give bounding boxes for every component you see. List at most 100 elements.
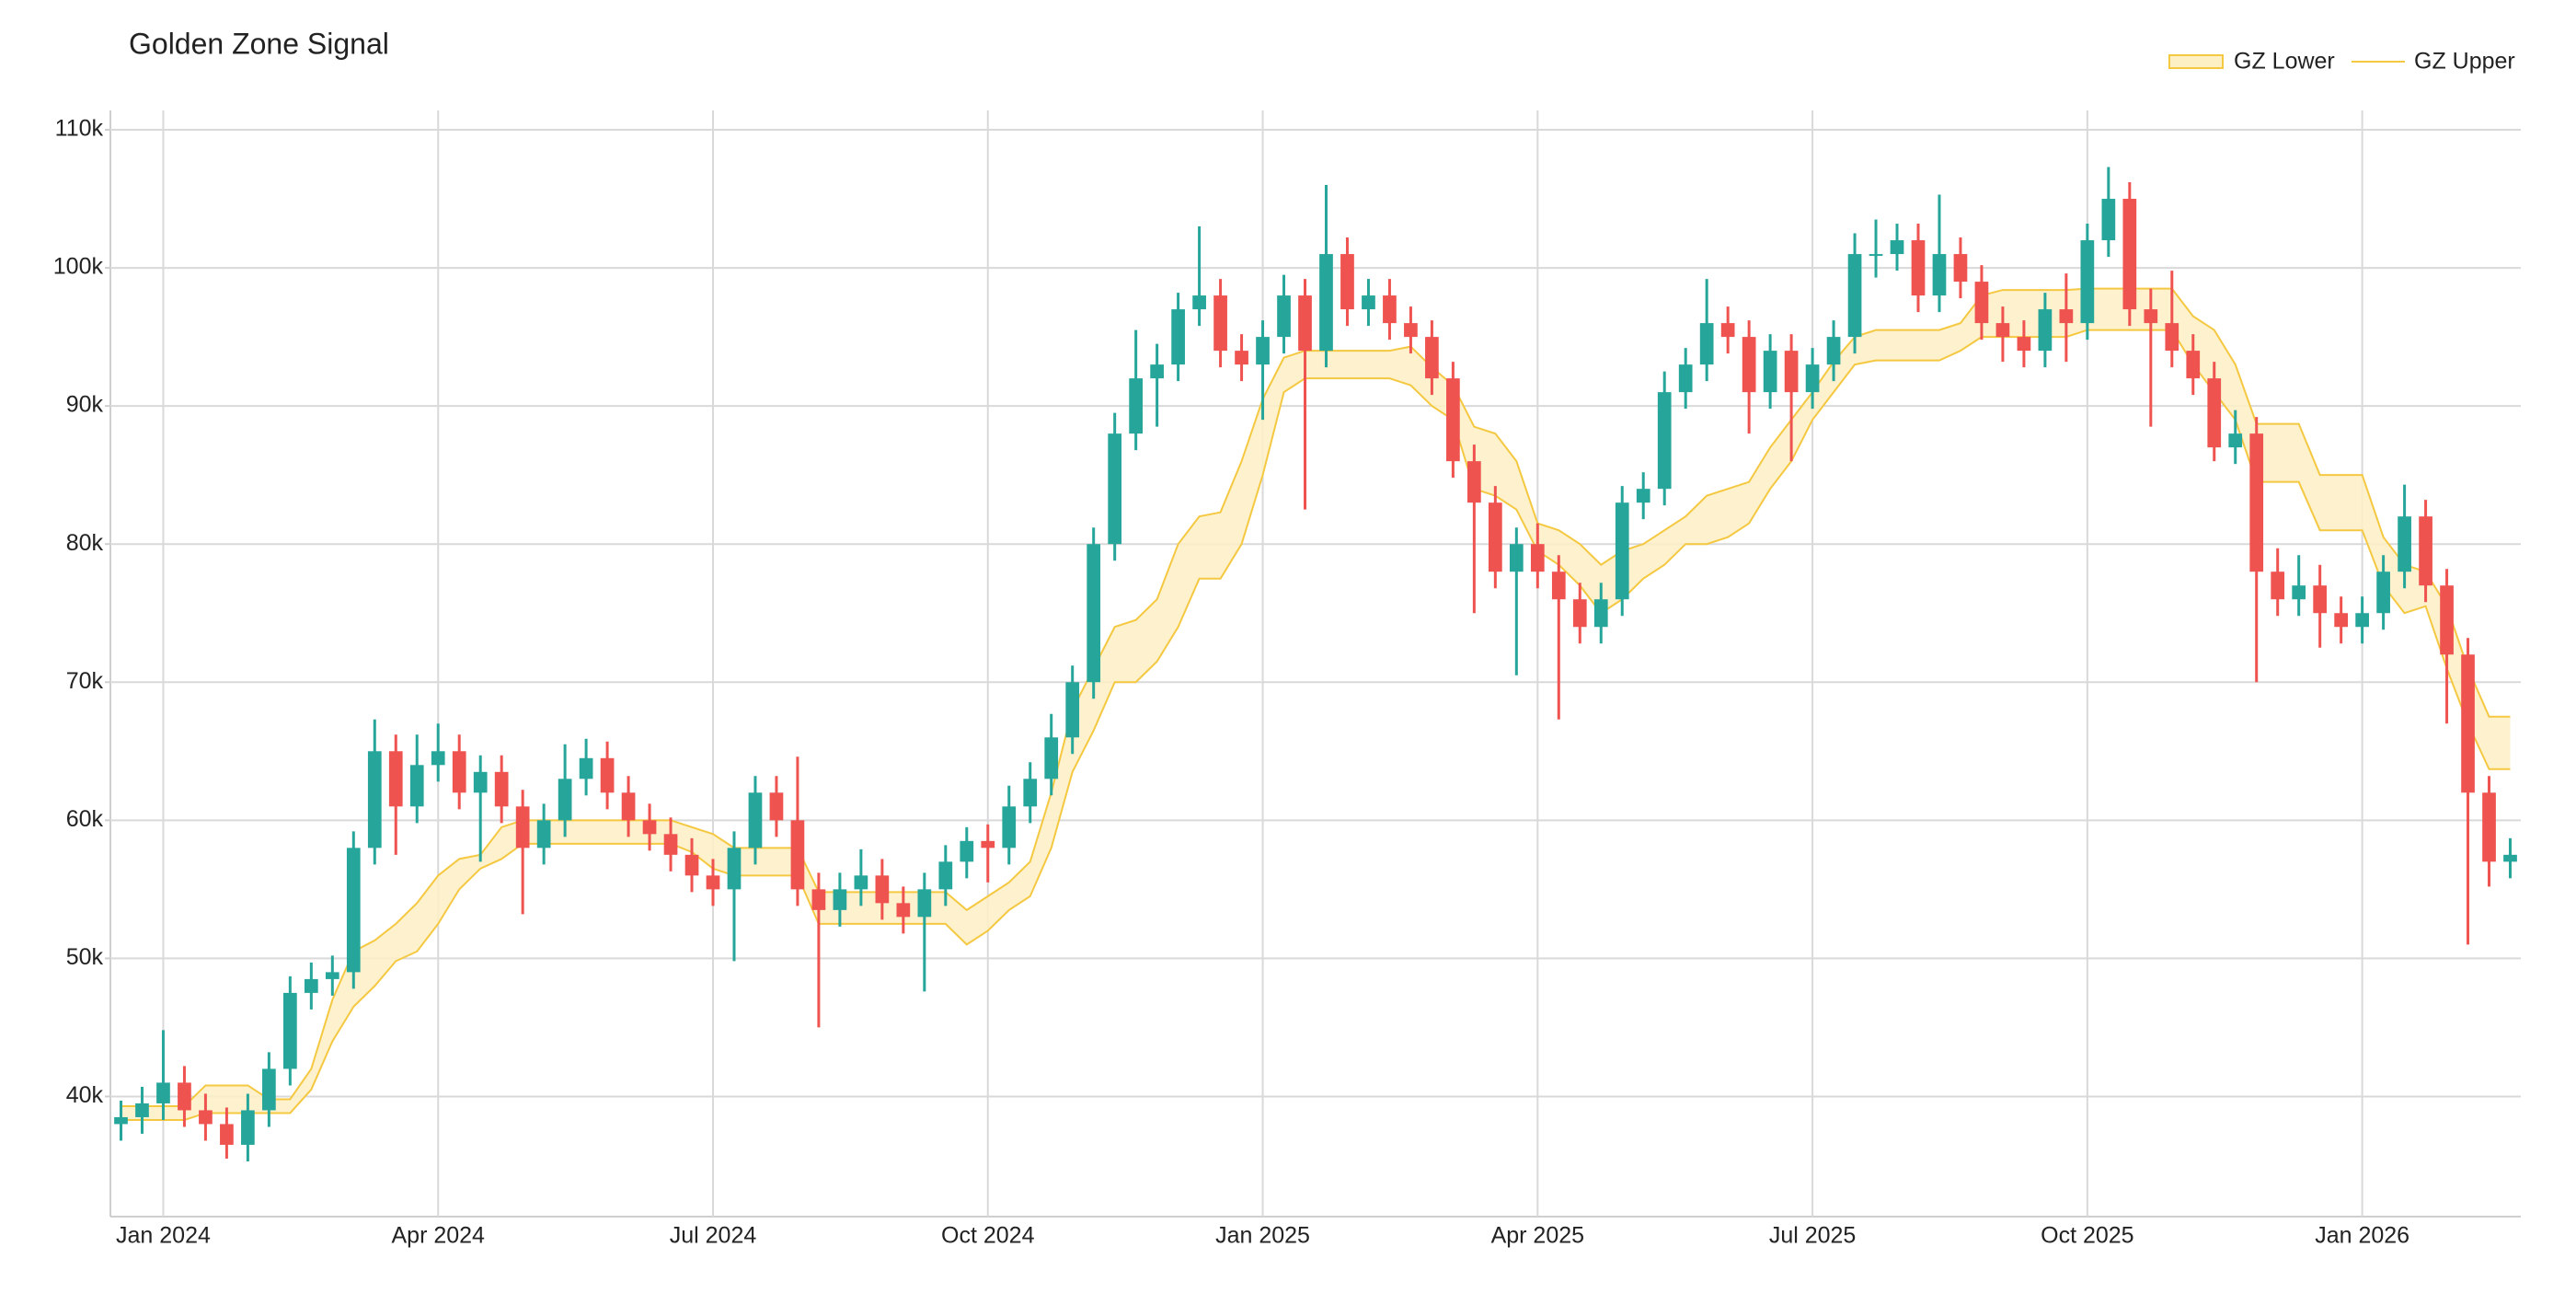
candle-body: [642, 820, 657, 835]
candle-body: [663, 834, 678, 855]
x-tick-label: Jan 2025: [1215, 1223, 1310, 1249]
y-tick-label: 60k: [66, 806, 104, 832]
candle-body: [1235, 351, 1248, 365]
candle-body: [2080, 240, 2095, 324]
candle-body: [1953, 254, 1968, 283]
y-tick-label: 100k: [53, 254, 104, 280]
candle-body: [769, 792, 784, 821]
candle-body: [938, 861, 953, 890]
candle-body: [346, 848, 361, 973]
candle-body: [1108, 433, 1122, 545]
candle-body: [1890, 240, 1904, 255]
candle-body: [1784, 351, 1799, 393]
x-tick-label: Jul 2024: [670, 1223, 757, 1249]
candle-body: [1678, 364, 1693, 393]
candle-body: [135, 1103, 149, 1117]
candle-body: [1446, 378, 1460, 462]
candle-body: [1932, 254, 1947, 296]
legend-label: GZ Upper: [2414, 49, 2515, 75]
candle-body: [1763, 351, 1777, 393]
candle-body: [515, 806, 530, 849]
candle-body: [388, 751, 403, 807]
candle-body: [262, 1068, 276, 1111]
candle-body: [727, 848, 742, 890]
candle-body: [1383, 295, 1397, 324]
candle-body: [2398, 516, 2411, 572]
x-tick-label: Apr 2024: [391, 1223, 485, 1249]
candle-body: [2313, 585, 2328, 614]
candle-body: [2461, 654, 2475, 793]
candle-body: [579, 757, 593, 779]
candle-body: [2144, 309, 2158, 324]
legend-swatch: [2168, 54, 2224, 69]
candle-body: [621, 792, 636, 821]
candle-body: [875, 875, 890, 904]
candle-body: [1340, 254, 1354, 310]
candle-body: [558, 779, 572, 821]
y-tick-label: 50k: [66, 944, 104, 970]
candle-body: [1869, 254, 1883, 257]
candle-body: [833, 889, 847, 910]
candle-body: [2228, 433, 2243, 448]
x-tick-label: Jul 2025: [1769, 1223, 1857, 1249]
candle-body: [1044, 737, 1059, 779]
candle-body: [1699, 323, 1714, 365]
candle-body: [1572, 599, 1587, 628]
candle-body: [1065, 682, 1080, 738]
candle-body: [409, 765, 424, 807]
candle-body: [684, 854, 699, 876]
candle-body: [1213, 295, 1227, 352]
candle-body: [1995, 323, 2010, 338]
candle-body: [1129, 378, 1144, 434]
candle-body: [304, 978, 318, 993]
candle-body: [1530, 544, 1545, 572]
candle-body: [536, 820, 551, 849]
candle-body: [1467, 461, 1481, 503]
candle-body: [114, 1116, 128, 1125]
y-tick-label: 40k: [66, 1082, 104, 1108]
candle-body: [282, 992, 297, 1069]
candle-body: [2207, 378, 2222, 448]
candle-body: [1657, 392, 1672, 490]
candle-body: [896, 903, 911, 918]
legend-label: GZ Lower: [2234, 49, 2335, 75]
candle-body: [2101, 199, 2116, 241]
y-tick-label: 110k: [55, 116, 104, 142]
candle-body: [1277, 295, 1291, 338]
candle-body: [473, 771, 488, 793]
candle-body: [452, 751, 466, 793]
candle-body: [156, 1082, 170, 1103]
candle-body: [325, 972, 339, 979]
candle-body: [2440, 585, 2454, 655]
candle-body: [1150, 364, 1164, 379]
candle-body: [2186, 351, 2201, 379]
candle-body: [1087, 544, 1101, 683]
candle-body: [1319, 254, 1333, 352]
candle-body: [1171, 309, 1185, 365]
candle-body: [1425, 337, 1439, 379]
candle-body: [1404, 323, 1418, 338]
candle-body: [220, 1124, 234, 1145]
candle-body: [1911, 240, 1926, 296]
x-tick-label: Oct 2025: [2041, 1223, 2133, 1249]
candle-body: [1509, 544, 1524, 572]
candle-body: [494, 771, 509, 807]
candle-body: [431, 751, 445, 766]
candle-body: [2419, 516, 2432, 586]
candle-body: [2376, 571, 2390, 614]
candle-body: [2038, 309, 2053, 352]
candle-body: [2503, 854, 2517, 862]
candle-body: [1192, 295, 1206, 310]
candle-body: [790, 820, 805, 890]
candle-body: [960, 840, 974, 862]
candle-body: [600, 757, 615, 793]
candle-body: [1298, 295, 1312, 352]
candle-body: [2292, 585, 2306, 600]
candle-body: [811, 889, 826, 910]
x-tick-label: Apr 2025: [1491, 1223, 1584, 1249]
candle-body: [1593, 599, 1608, 628]
candle-body: [178, 1082, 191, 1111]
candle-body: [1742, 337, 1756, 393]
